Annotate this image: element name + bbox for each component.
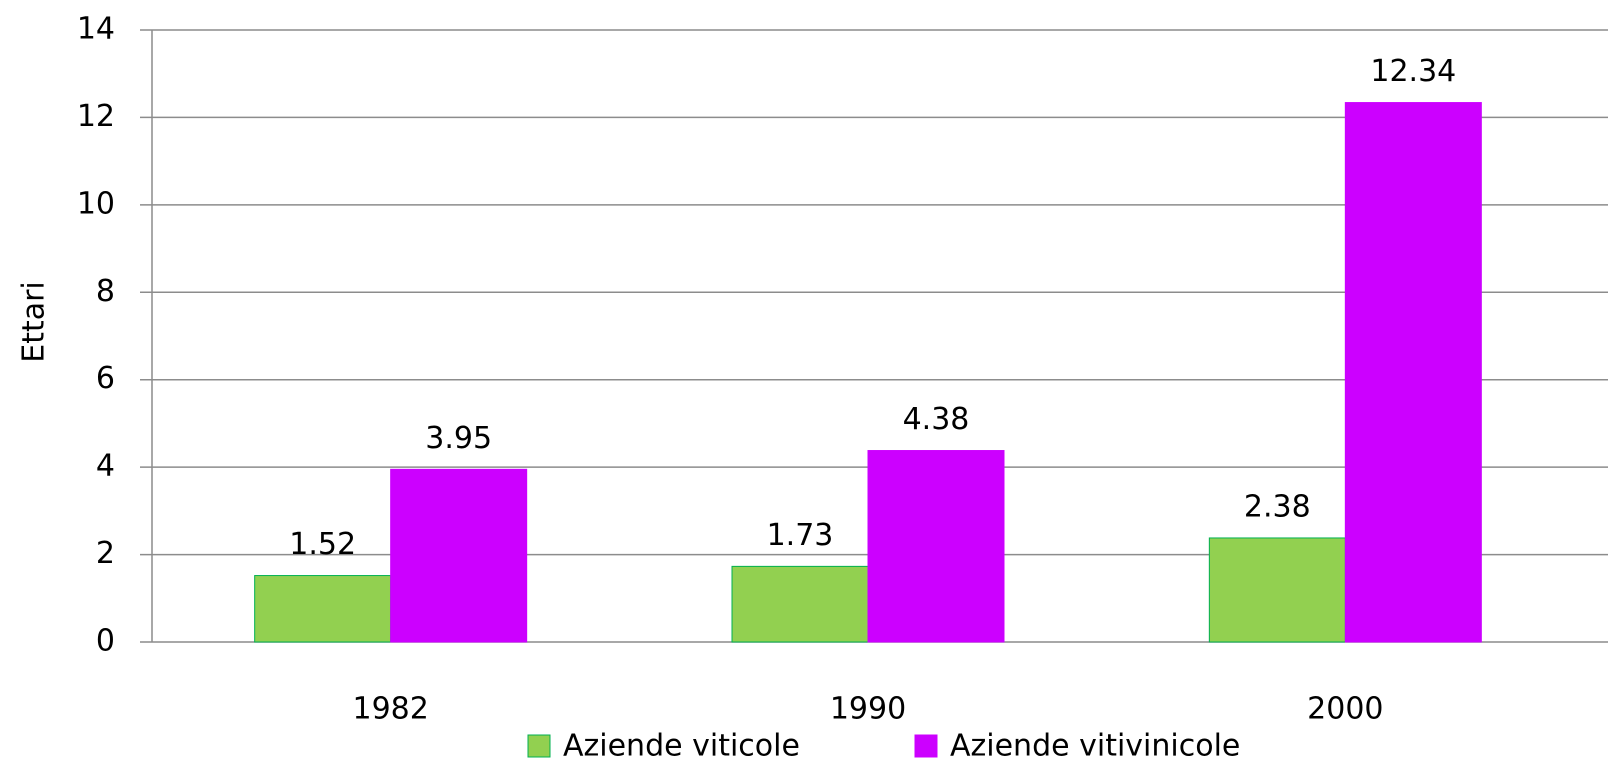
data-label: 2.38 [1244,489,1311,524]
bar [254,575,392,643]
y-tick-label: 4 [96,449,115,484]
data-label: 1.52 [289,527,356,562]
legend-swatch [914,734,938,758]
data-label: 1.73 [767,518,834,553]
y-tick-label: 2 [96,536,115,571]
bar [731,565,869,643]
y-tick-label: 12 [77,99,115,134]
data-label: 4.38 [903,402,970,437]
y-tick-label: 8 [96,274,115,309]
data-label: 3.95 [425,421,492,456]
x-tick-label: 1990 [830,692,906,727]
y-axis-label: Ettari [17,281,52,363]
legend-swatch [527,734,551,758]
legend-label: Aziende viticole [563,729,800,764]
bar [1344,102,1482,643]
bar [867,450,1005,643]
bar [390,468,528,643]
y-tick-label: 6 [96,361,115,396]
y-tick-label: 10 [77,186,115,221]
x-tick-label: 2000 [1307,692,1383,727]
y-tick-label: 0 [96,624,115,659]
data-label: 12.34 [1370,54,1456,89]
legend-label: Aziende vitivinicole [950,729,1240,764]
y-tick-label: 14 [77,12,115,47]
x-tick-label: 1982 [352,692,428,727]
bar [1208,537,1346,643]
